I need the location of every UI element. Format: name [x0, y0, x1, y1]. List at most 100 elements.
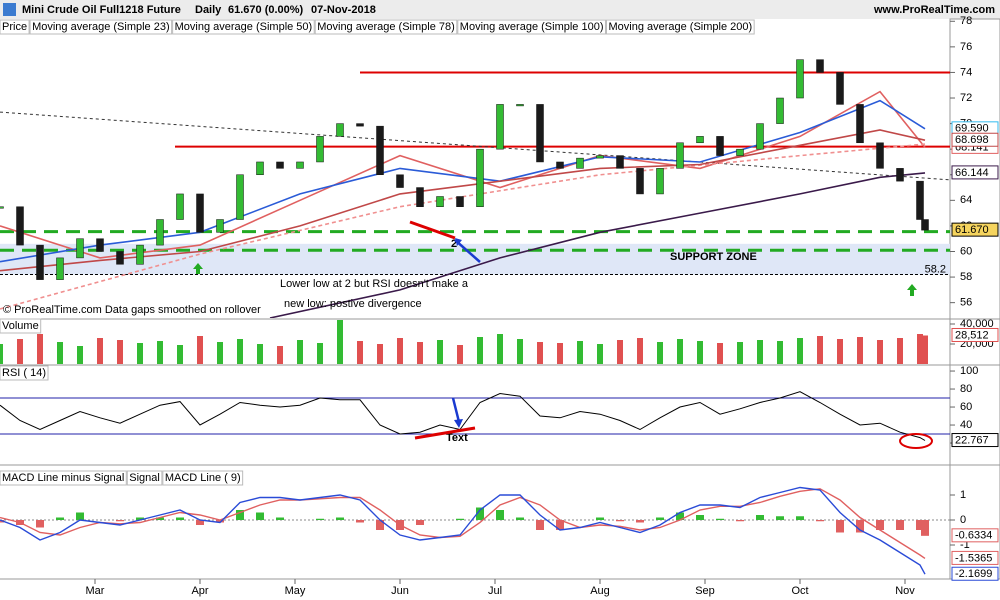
candle: [656, 168, 664, 195]
moving-average: [0, 129, 926, 272]
y-tick-label: 40: [960, 419, 972, 431]
histogram-bar: [176, 517, 184, 520]
candle: [616, 155, 624, 169]
rsi-annotation: Text: [446, 432, 468, 444]
histogram-bar: [316, 518, 324, 520]
volume-bar: [397, 338, 403, 364]
legend-box: [29, 19, 173, 35]
volume-bar: [577, 341, 583, 364]
legend-entry: Moving average (Simple 23): [32, 21, 170, 33]
candle: [156, 219, 164, 246]
last-value-box: [951, 132, 999, 147]
period: Daily: [195, 4, 222, 16]
histogram-bar: [236, 510, 244, 520]
volume-bar: [297, 340, 303, 364]
legend-entry: Moving average (Simple 50): [175, 21, 313, 33]
volume-bar: [0, 344, 3, 364]
volume-bar: [257, 344, 263, 364]
volume-bar: [457, 345, 463, 364]
moving-average: [0, 143, 926, 310]
last-value-label: 66.144: [955, 167, 989, 179]
volume-bar: [817, 336, 823, 364]
candle: [196, 193, 204, 233]
candle: [856, 104, 864, 144]
plot-area: [0, 486, 950, 575]
candle: [36, 244, 44, 280]
volume-bar: [697, 341, 703, 364]
y-tick-label: 60: [960, 245, 972, 257]
candle: [76, 238, 84, 259]
histogram-bar: [156, 517, 164, 520]
candle: [496, 104, 504, 150]
histogram-bar: [616, 520, 624, 522]
rsi-highlight: [899, 433, 933, 449]
legend-entry: Price: [2, 21, 27, 33]
last-value-box: [951, 165, 999, 180]
volume-bar: [897, 338, 903, 364]
volume-bar: [217, 342, 223, 364]
last-value-label: 28,512: [955, 329, 989, 341]
candle: [876, 142, 884, 169]
histogram-bar: [816, 520, 824, 522]
plot-area: [0, 391, 950, 441]
histogram-bar: [896, 520, 904, 530]
volume-bar: [737, 342, 743, 364]
volume-bar: [117, 340, 123, 364]
volume-bar: [477, 337, 483, 364]
volume-bar: [137, 343, 143, 364]
volume-bar: [537, 342, 543, 364]
candle: [96, 238, 104, 252]
candle: [316, 136, 324, 163]
legend-box: [605, 19, 755, 35]
x-tick-label: Jun: [391, 585, 409, 597]
candle: [796, 59, 804, 99]
histogram-bar: [476, 507, 484, 520]
histogram-bar: [856, 520, 864, 533]
candle: [0, 206, 4, 209]
volume-bar: [417, 342, 423, 364]
volume-bar: [177, 345, 183, 364]
candle: [921, 219, 929, 231]
x-tick-label: Apr: [191, 585, 208, 597]
legend-entry: Volume: [2, 320, 39, 332]
legend-box: [126, 470, 163, 486]
histogram-bar: [756, 515, 764, 520]
candle: [236, 174, 244, 220]
volume-bar: [922, 335, 928, 364]
volume-bar: [837, 339, 843, 364]
legend-entry: MACD Line minus Signal: [2, 472, 124, 484]
volume-bar: [377, 344, 383, 364]
trendline: [0, 111, 950, 181]
y-tick-label: 64: [960, 194, 972, 206]
volume-bar: [97, 338, 103, 364]
legend-entry: MACD Line ( 9): [165, 472, 241, 484]
legend-box: [0, 365, 49, 381]
histogram-bar: [596, 517, 604, 520]
zone-label: SUPPORT ZONE: [670, 251, 757, 263]
red-trend-mark: [409, 220, 456, 240]
histogram-bar: [921, 520, 929, 536]
histogram-bar: [116, 520, 124, 522]
volume-bar: [617, 340, 623, 364]
candle: [216, 219, 224, 233]
rsi-blue-arrow: [451, 397, 461, 423]
candle: [556, 161, 564, 169]
x-tick-label: Nov: [895, 585, 915, 597]
volume-bar: [877, 340, 883, 364]
up-arrow: [907, 284, 917, 296]
header-bar: [0, 0, 1000, 19]
histogram-bar: [336, 517, 344, 520]
volume-bar: [277, 346, 283, 364]
candle: [396, 174, 404, 188]
histogram-bar: [656, 517, 664, 520]
legend-entry: Moving average (Simple 100): [460, 21, 604, 33]
legend-entry: RSI ( 14): [2, 367, 46, 379]
up-arrow: [193, 263, 203, 274]
candle: [696, 136, 704, 144]
app-icon[interactable]: [3, 3, 16, 16]
candle: [596, 155, 604, 159]
x-tick-label: Aug: [590, 585, 610, 597]
candle: [636, 168, 644, 195]
moving-average: [269, 172, 926, 318]
